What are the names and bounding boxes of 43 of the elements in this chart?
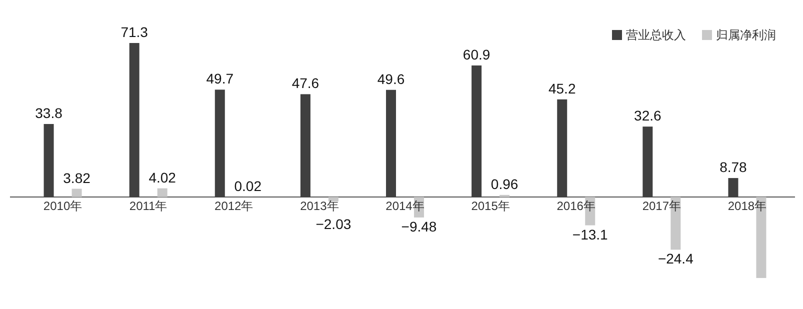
data-label: −13.1 [572, 226, 608, 242]
data-label: −24.4 [658, 250, 694, 267]
legend-label: 归属净利润 [716, 28, 776, 42]
data-label: 3.82 [63, 170, 91, 186]
bar [129, 43, 140, 198]
data-label: 49.7 [206, 70, 234, 87]
data-label: 60.9 [462, 46, 490, 62]
data-label: 0.02 [234, 178, 262, 194]
data-label: 47.6 [292, 75, 320, 92]
data-label: 33.8 [35, 104, 63, 121]
x-tick-label: 2010年 [43, 199, 82, 214]
bar [157, 188, 168, 198]
x-tick-label: 2017年 [642, 199, 682, 214]
bar [300, 94, 310, 197]
data-label: 49.6 [377, 70, 405, 87]
bar [44, 124, 54, 198]
bar [728, 178, 738, 198]
data-label: 4.02 [148, 169, 176, 186]
x-tick-label: 2018年 [728, 199, 767, 214]
data-label: 8.78 [720, 159, 748, 176]
bar [756, 197, 766, 278]
bar [500, 194, 510, 198]
data-label: −2.03 [316, 216, 352, 232]
bar [214, 90, 225, 197]
x-tick-label: 2011年 [129, 199, 168, 214]
x-tick-label: 2016年 [556, 199, 596, 214]
data-label: 32.6 [634, 108, 662, 124]
data-label: −9.48 [401, 218, 437, 234]
bar [557, 99, 568, 198]
x-tick-label: 2014年 [386, 199, 424, 214]
legend-label: 营业总收入 [626, 28, 686, 42]
data-label: 0.96 [490, 176, 518, 192]
x-tick-label: 2012年 [214, 199, 254, 214]
x-tick-label: 2015年 [471, 199, 510, 214]
bar [642, 126, 653, 198]
data-label: 71.3 [120, 24, 148, 40]
bar [472, 65, 482, 198]
bar [386, 90, 396, 197]
bar [72, 188, 82, 198]
x-tick-label: 2013年 [300, 199, 339, 214]
bar [328, 197, 338, 202]
bar [670, 197, 681, 250]
data-label: 45.2 [548, 80, 576, 96]
